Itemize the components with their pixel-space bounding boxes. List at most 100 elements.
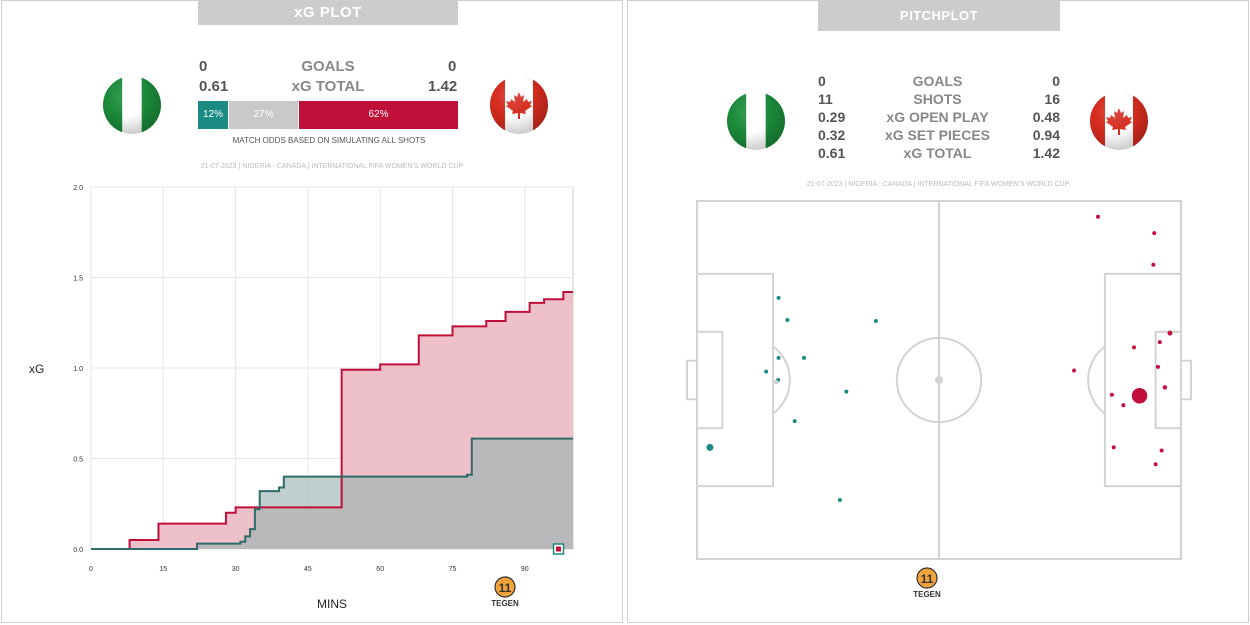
canada-flag-icon (490, 76, 548, 134)
goals-label: GOALS (301, 58, 355, 75)
nigeria-flag-icon (103, 76, 161, 134)
y-tick-label: 0.0 (73, 547, 83, 554)
svg-text:11: 11 (499, 581, 512, 595)
away-shot-point (1153, 462, 1158, 467)
x-tick-label: 30 (232, 566, 240, 573)
xg-set-pieces-label: xG SET PIECES (884, 127, 991, 143)
away-shot-point (1111, 445, 1116, 450)
away-xg-open-play: 0.48 (1032, 109, 1060, 125)
away-shot-point (1162, 385, 1168, 390)
panel-title: PITCHPLOT (818, 1, 1060, 31)
left-penalty-arc (772, 345, 791, 415)
home-shot-point (706, 443, 714, 451)
home-shot-point (801, 355, 806, 360)
away-win-odds-bar: 62% (299, 101, 458, 129)
logo-text: TEGEN (491, 599, 519, 608)
away-shot-point (1155, 364, 1160, 369)
away-xg-set-pieces: 0.94 (1032, 127, 1060, 143)
away-goals: 0 (448, 58, 457, 75)
faded-shot-point (774, 379, 779, 385)
home-shot-point (785, 317, 790, 322)
home-shot-point (764, 369, 769, 374)
x-tick-label: 15 (159, 566, 167, 573)
y-axis-label: xG (29, 362, 45, 376)
home-xg-total: 0.61 (818, 145, 846, 161)
y-tick-label: 0.5 (73, 457, 83, 464)
shots-label: SHOTS (913, 91, 962, 107)
draw-odds-bar: 27% (229, 101, 298, 129)
x-tick-label: 75 (449, 566, 457, 573)
away-shot-point (1121, 403, 1126, 408)
home-shot-point (844, 389, 849, 394)
shot-pitch-map (686, 200, 1192, 560)
left-penalty-box (696, 272, 775, 488)
svg-text:11: 11 (921, 572, 934, 586)
x-tick-label: 0 (89, 566, 93, 573)
centre-spot (935, 376, 943, 384)
away-goals: 0 (1052, 73, 1060, 89)
y-tick-label: 1.0 (73, 366, 83, 373)
left-goal (686, 359, 698, 401)
away-xg-line (91, 290, 573, 550)
home-xg-line (91, 437, 573, 550)
right-penalty-arc (1087, 345, 1106, 415)
home-xg-overlap-shade (91, 438, 573, 549)
away-shot-point (1109, 392, 1114, 397)
home-shot-point (776, 355, 781, 360)
away-win-odds: 62% (368, 109, 389, 120)
right-goal (1180, 359, 1192, 401)
draw-odds: 27% (253, 109, 274, 120)
odds-note: MATCH ODDS BASED ON SIMULATING ALL SHOTS (232, 136, 426, 145)
centre-circle (895, 336, 983, 424)
home-shot-point (792, 419, 797, 424)
goal-marker-dot (556, 546, 562, 552)
away-shot-point (1152, 231, 1157, 236)
home-shot-point (873, 319, 878, 324)
home-goals: 0 (818, 73, 826, 89)
away-xg-total: 1.42 (428, 78, 458, 95)
away-shots: 16 (1044, 91, 1060, 107)
x-tick-label: 90 (521, 566, 529, 573)
xg-open-play-label: xG OPEN PLAY (886, 109, 989, 125)
away-shot-point (1159, 448, 1164, 453)
right-six-yard-box (1154, 330, 1183, 430)
match-meta: 21-07-2023 | NIGERIA - CANADA | INTERNAT… (200, 163, 464, 170)
home-xg-total: 0.61 (199, 78, 229, 95)
goals-label: GOALS (912, 73, 963, 89)
y-tick-label: 1.5 (73, 276, 83, 283)
home-shots: 11 (818, 91, 833, 107)
tegen-logo: 11 TEGEN (902, 567, 952, 604)
logo-text: TEGEN (913, 590, 941, 599)
home-win-odds-bar: 12% (198, 101, 228, 129)
xg-total-label: xG TOTAL (291, 78, 365, 95)
home-xg-set-pieces: 0.32 (818, 127, 846, 143)
home-xg-area (91, 438, 573, 549)
home-shot-point (837, 498, 842, 503)
left-six-yard-box (696, 330, 724, 430)
home-xg-open-play: 0.29 (818, 109, 846, 125)
away-shot-point (1157, 340, 1162, 345)
away-shot-point (1151, 262, 1156, 267)
xg-total-label: xG TOTAL (903, 145, 972, 161)
away-shot-point (1131, 345, 1136, 350)
away-shot-point (1167, 330, 1173, 336)
xg-cumulative-chart: 0.0 0.5 1.0 1.5 2.0 0 15 30 45 60 75 90 (73, 185, 574, 573)
away-shot-point (1131, 388, 1148, 404)
home-goals: 0 (199, 58, 208, 75)
home-win-odds: 12% (202, 109, 223, 120)
xg-plot-panel: xG PLOT 0 GOALS 0 0.61 xG TOTAL 1.42 12%… (1, 0, 623, 623)
away-shot-point (1096, 214, 1101, 219)
x-axis-label: MINS (317, 597, 347, 611)
tegen-logo: 11 TEGEN (480, 576, 530, 613)
x-tick-label: 60 (376, 566, 384, 573)
pitchplot-panel: PITCHPLOT 0 GOALS 0 11 SHOTS 16 0.29 xG … (627, 0, 1249, 623)
panel-title: xG PLOT (198, 1, 458, 25)
away-xg-total: 1.42 (1032, 145, 1060, 161)
match-meta: 21-07-2023 | NIGERIA - CANADA | INTERNAT… (806, 181, 1070, 188)
right-penalty-box (1103, 272, 1183, 488)
away-shot-point (1072, 368, 1077, 373)
x-tick-label: 45 (304, 566, 312, 573)
nigeria-flag-icon (727, 92, 785, 150)
y-tick-label: 2.0 (73, 185, 83, 192)
home-shot-point (776, 295, 781, 300)
